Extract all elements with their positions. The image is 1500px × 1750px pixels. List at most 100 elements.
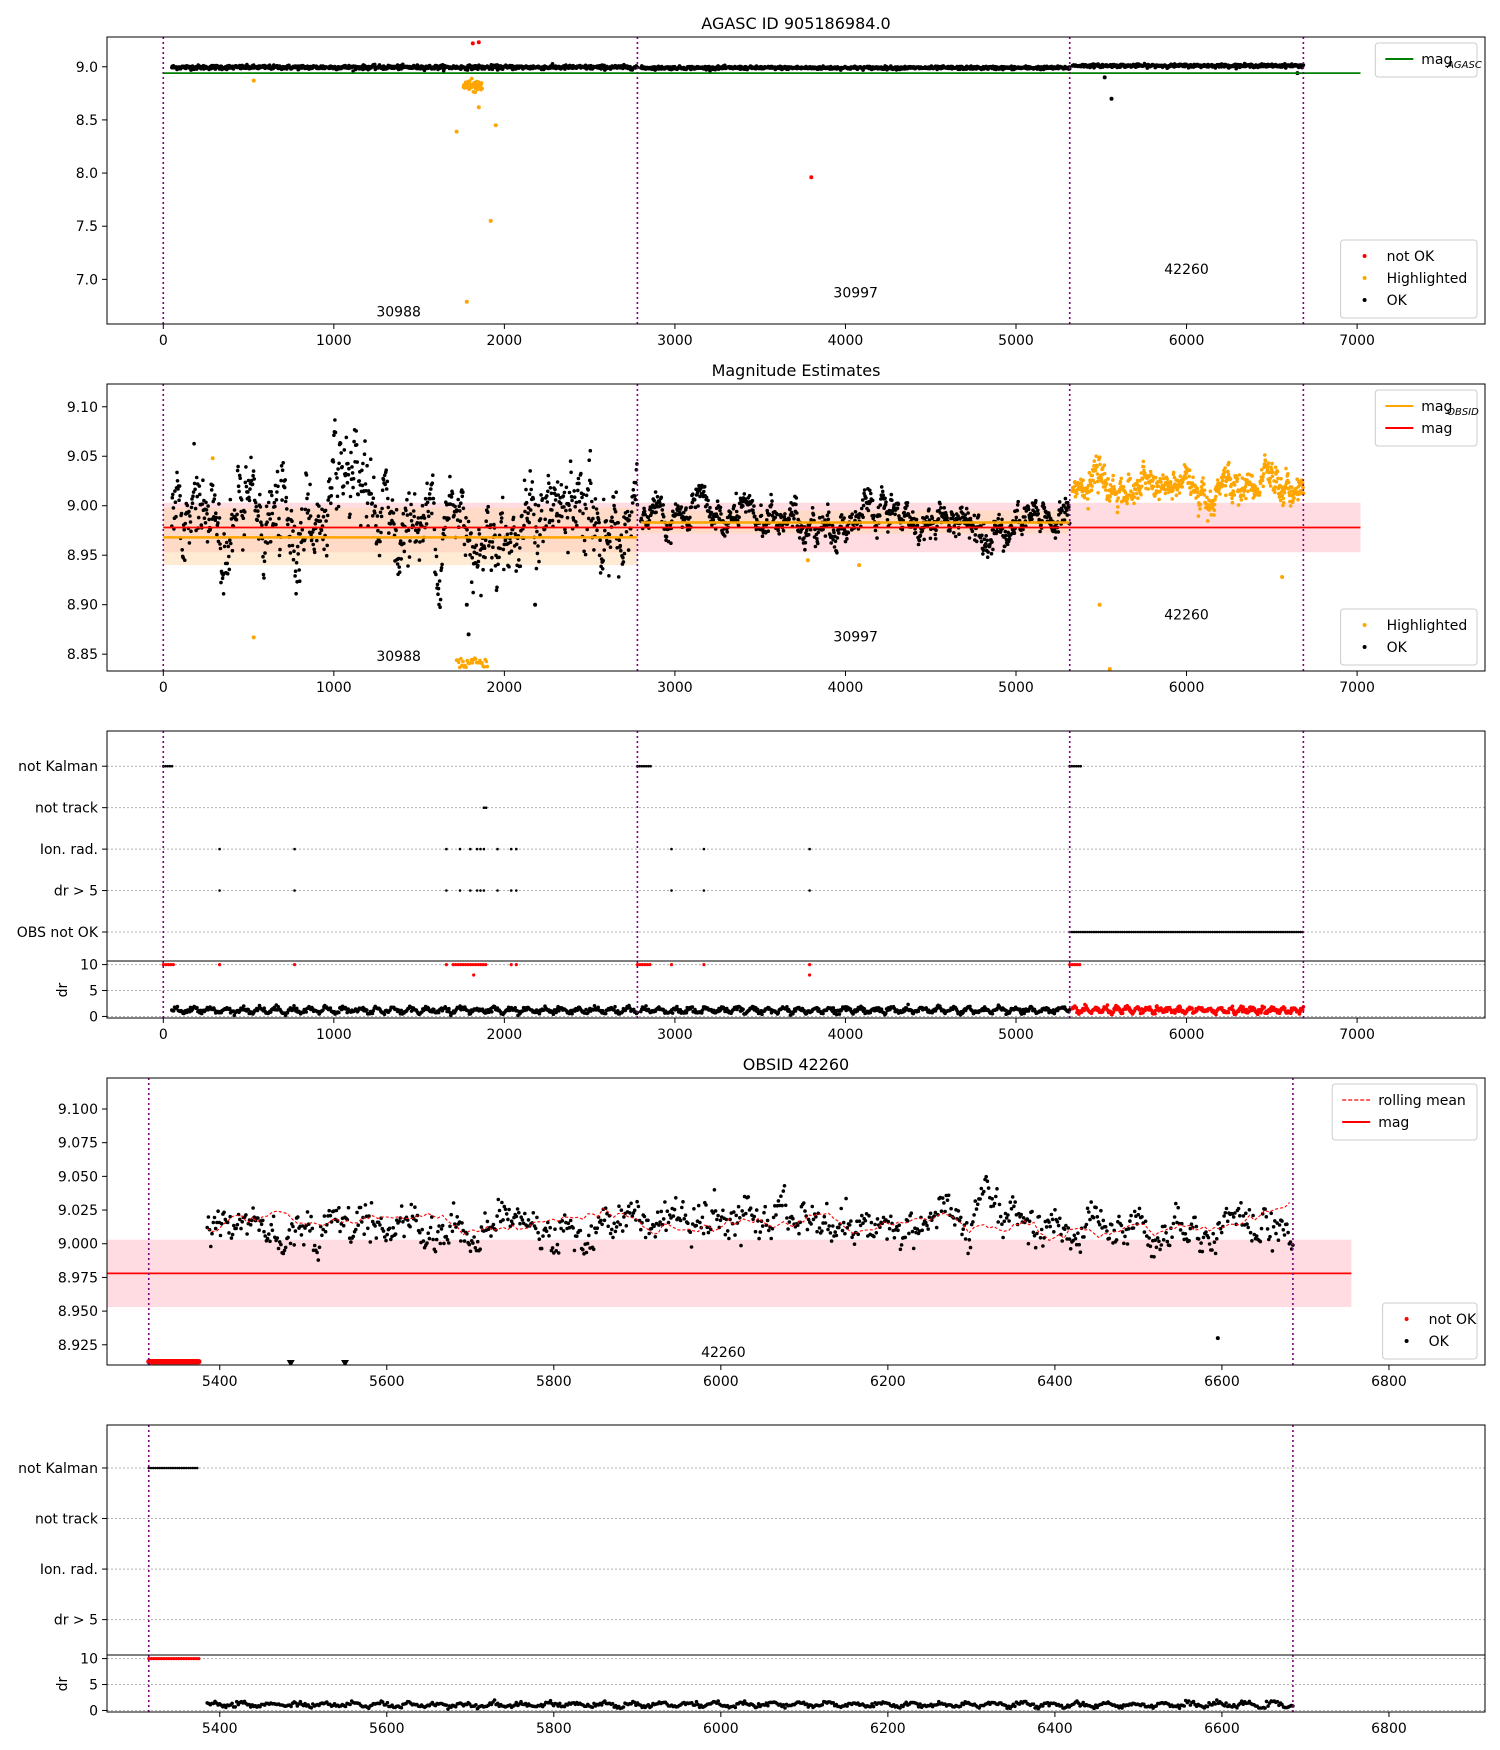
data-point — [464, 516, 468, 520]
data-point — [554, 498, 558, 502]
data-point — [1232, 490, 1236, 494]
data-point — [565, 486, 569, 490]
data-point — [330, 494, 334, 498]
data-point — [536, 544, 540, 548]
data-point — [729, 511, 733, 515]
data-point — [1178, 491, 1182, 495]
data-point — [1093, 459, 1097, 463]
data-point — [1274, 466, 1278, 470]
data-point — [363, 452, 367, 456]
data-point — [599, 571, 603, 575]
data-point — [618, 538, 622, 542]
data-point — [809, 528, 813, 532]
data-point — [1276, 470, 1280, 474]
data-point — [693, 498, 697, 502]
data-point — [315, 539, 319, 543]
data-point — [623, 523, 627, 527]
data-point — [500, 516, 504, 520]
data-point — [483, 556, 487, 560]
data-point — [857, 516, 861, 520]
data-point — [429, 487, 433, 491]
data-point — [195, 476, 199, 480]
data-point — [562, 494, 566, 498]
data-point — [578, 509, 582, 513]
x-tick-label: 4000 — [828, 680, 864, 696]
data-point — [386, 480, 390, 484]
data-point — [311, 543, 315, 547]
data-point — [581, 512, 585, 516]
data-point — [849, 516, 853, 520]
data-point — [1004, 534, 1008, 538]
data-point — [499, 520, 503, 524]
y-tick-label: 7.5 — [76, 219, 98, 235]
y-tick-label: 9.0 — [76, 60, 98, 76]
data-point — [997, 513, 1001, 517]
data-point — [495, 589, 499, 593]
x-tick-label: 5000 — [998, 680, 1034, 696]
data-point — [759, 503, 763, 507]
x-tick-label: 7000 — [1339, 680, 1375, 696]
data-point — [662, 515, 666, 519]
data-point — [1135, 492, 1139, 496]
data-point — [348, 513, 352, 517]
event-marker — [218, 889, 221, 892]
data-point — [439, 598, 443, 602]
data-point — [584, 507, 588, 511]
data-point — [1261, 479, 1265, 483]
data-point — [267, 501, 271, 505]
data-point — [804, 541, 808, 545]
data-point — [549, 486, 553, 490]
event-marker — [476, 848, 479, 851]
data-point — [582, 550, 586, 554]
data-point — [574, 520, 578, 524]
data-point — [301, 528, 305, 532]
data-point — [346, 481, 350, 485]
data-point — [1098, 603, 1102, 607]
data-point — [409, 503, 413, 507]
data-point — [905, 504, 909, 508]
data-point — [244, 465, 248, 469]
data-point — [258, 493, 262, 497]
data-point — [465, 528, 469, 532]
data-point — [986, 550, 990, 554]
data-point — [178, 484, 182, 488]
data-point — [977, 513, 981, 517]
data-point — [792, 513, 796, 517]
data-point — [485, 660, 489, 664]
data-point — [1227, 461, 1231, 465]
data-point — [594, 497, 598, 501]
data-point — [1142, 460, 1146, 464]
data-point — [191, 494, 195, 498]
data-point — [1283, 491, 1287, 495]
data-point — [563, 491, 567, 495]
data-point — [586, 488, 590, 492]
data-point — [297, 568, 301, 572]
data-point — [573, 505, 577, 509]
data-point — [587, 458, 591, 462]
data-point — [836, 536, 840, 540]
data-point — [295, 561, 299, 565]
data-point — [339, 442, 343, 446]
data-point — [318, 532, 322, 536]
data-point — [1188, 468, 1192, 472]
data-point — [1054, 536, 1058, 540]
data-point — [696, 504, 700, 508]
data-point — [305, 473, 309, 477]
data-point — [875, 536, 879, 540]
data-point — [283, 486, 287, 490]
data-point — [960, 506, 964, 510]
data-point — [1279, 477, 1283, 481]
data-point — [227, 545, 231, 549]
data-point — [770, 499, 774, 503]
data-point — [322, 548, 326, 552]
data-point — [286, 523, 290, 527]
data-point — [492, 523, 496, 527]
data-point — [1075, 492, 1079, 496]
data-point — [788, 507, 792, 511]
data-point — [806, 558, 810, 562]
data-point — [497, 556, 501, 560]
data-point — [254, 505, 258, 509]
data-point — [241, 548, 245, 552]
data-point — [328, 477, 332, 481]
data-point — [365, 464, 369, 468]
